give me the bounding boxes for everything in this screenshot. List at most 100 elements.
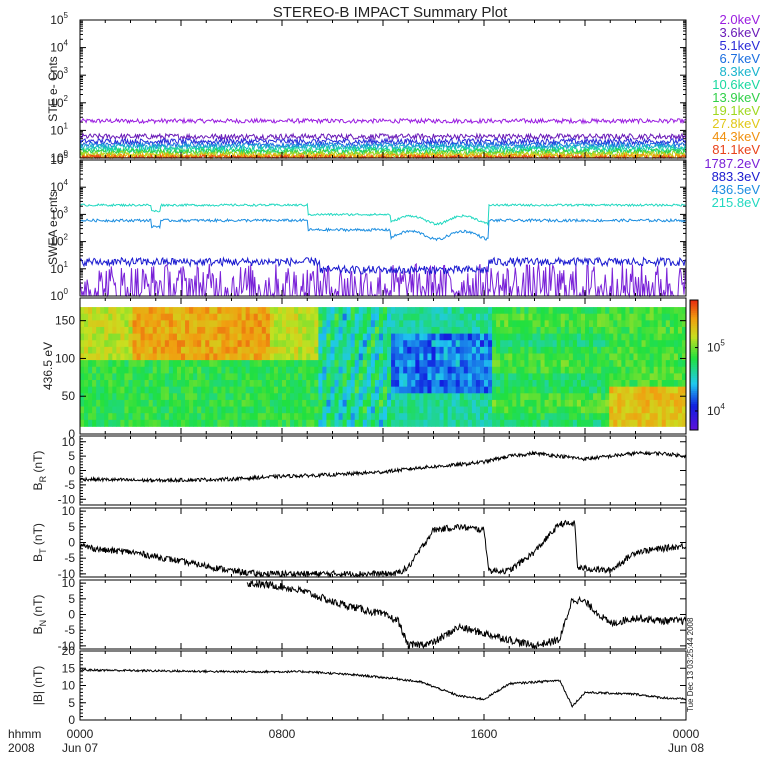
spectrogram-cell [92,380,97,388]
spectrogram-cell [484,320,489,328]
spectrogram-cell [156,353,162,361]
spectrogram-cell [286,419,291,427]
spectrogram-cell [463,419,469,427]
spectrogram-cell [326,360,331,368]
spectrogram-cell [217,399,222,407]
series-line-436.5eV [79,217,687,242]
spectrogram-cell [237,326,242,334]
spectrogram-cell [209,326,214,334]
spectrogram-cell [346,360,352,368]
spectrogram-cell [411,419,416,427]
spectrogram-cell [209,346,214,354]
spectrogram-cell [556,340,562,348]
y-tick-label: 10 [62,679,76,693]
spectrogram-cell [500,353,505,361]
spectrogram-cell [665,340,671,348]
spectrogram-cell [641,419,646,427]
spectrogram-cell [423,380,428,388]
colorbar-segment [690,330,698,333]
spectrogram-cell [354,353,360,361]
spectrogram-cell [112,393,117,401]
spectrogram-cell [354,313,360,321]
spectrogram-cell [560,386,566,394]
spectrogram-cell [229,413,234,421]
spectrogram-cell [411,333,416,341]
spectrogram-cell [471,373,477,381]
spectrogram-cell [132,393,137,401]
spectrogram-cell [148,399,154,407]
spectrogram-cell [229,346,234,354]
spectrogram-cell [249,326,255,334]
spectrogram-cell [229,366,234,374]
spectrogram-cell [524,353,529,361]
spectrogram-cell [197,373,202,381]
spectrogram-cell [548,406,554,414]
chart-title: STEREO-B IMPACT Summary Plot [273,4,508,21]
spectrogram-cell [366,386,372,394]
spectrogram-cell [132,380,137,388]
spectrogram-cell [273,373,279,381]
spectrogram-cell [520,333,525,341]
spectrogram-cell [334,313,339,321]
spectrogram-cell [334,406,339,414]
spectrogram-cell [205,399,210,407]
spectrogram-cell [306,380,311,388]
spectrogram-cell [637,326,642,334]
spectrogram-cell [310,307,315,315]
spectrogram-cell [152,406,158,414]
spectrogram-cell [185,406,190,414]
spectrogram-cell [580,360,586,368]
spectrogram-cell [637,386,642,394]
spectrogram-cell [338,413,343,421]
spectrogram-cell [257,386,263,394]
spectrogram-cell [568,399,574,407]
spectrogram-cell [677,326,683,334]
spectrogram-cell [164,386,170,394]
spectrogram-cell [136,380,141,388]
spectrogram-cell [597,326,602,334]
spectrogram-cell [621,386,626,394]
spectrogram-cell [585,313,590,321]
spectrogram-cell [326,399,331,407]
spectrogram-cell [629,307,634,315]
spectrogram-cell [653,326,659,334]
spectrogram-cell [330,393,335,401]
spectrogram-cell [322,340,327,348]
spectrogram-cell [677,366,683,374]
colorbar-segment [690,347,698,351]
spectrogram-cell [257,353,263,361]
spectrogram-cell [504,353,509,361]
spectrogram-cell [419,366,424,374]
spectrogram-cell [661,313,667,321]
spectrogram-cell [306,360,311,368]
spectrogram-cell [524,320,529,328]
spectrogram-cell [633,380,638,388]
spectrogram-cell [362,399,368,407]
spectrogram-cell [484,313,489,321]
spectrogram-cell [673,307,679,315]
spectrogram-cell [132,406,137,414]
spectrogram-cell [346,393,352,401]
spectrogram-cell [484,307,489,315]
spectrogram-cell [277,380,283,388]
spectrogram-cell [253,406,259,414]
spectrogram-cell [540,307,545,315]
spectrogram-cell [512,360,517,368]
spectrogram-cell [233,326,238,334]
spectrogram-cell [237,313,242,321]
spectrogram-cell [221,413,226,421]
spectrogram-cell [665,419,671,427]
spectrogram-cell [306,307,311,315]
spectrogram-cell [589,346,594,354]
spectrogram-cell [132,419,137,427]
spectrogram-cell [197,419,202,427]
spectrogram-cell [556,399,562,407]
spectrogram-cell [621,313,626,321]
spectrogram-cell [257,307,263,315]
spectrogram-cell [455,346,461,354]
spectrogram-cell [459,373,465,381]
spectrogram-cell [298,406,303,414]
legend-entry-2.0keV: 2.0keV [720,12,761,27]
spectrogram-cell [649,386,655,394]
spectrogram-cell [403,419,408,427]
